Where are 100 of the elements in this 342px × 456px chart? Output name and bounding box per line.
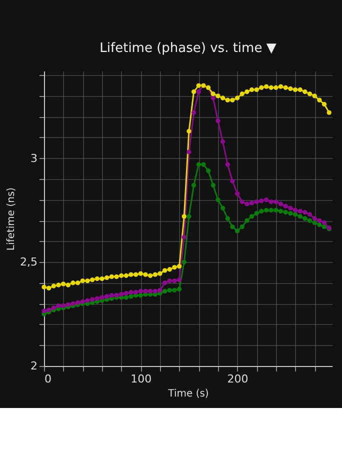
point: [152, 272, 158, 277]
point: [124, 295, 128, 300]
point: [268, 85, 274, 90]
point: [220, 206, 226, 210]
point: [264, 197, 269, 202]
point: [302, 210, 308, 215]
point: [42, 308, 46, 314]
point: [176, 286, 182, 292]
point: [56, 303, 61, 308]
point: [216, 118, 220, 124]
point: [90, 277, 95, 282]
point: [66, 282, 71, 288]
point: [307, 212, 312, 217]
y-tick-label: 2,5: [20, 256, 38, 269]
point: [274, 200, 278, 204]
point: [186, 150, 192, 154]
point: [322, 220, 327, 225]
point: [249, 214, 254, 219]
point: [138, 271, 143, 276]
point: [302, 216, 308, 221]
point: [230, 178, 235, 184]
point: [162, 268, 168, 273]
point: [216, 197, 220, 202]
point: [196, 83, 201, 88]
point: [210, 92, 216, 96]
point: [292, 208, 298, 213]
point: [283, 85, 288, 90]
point: [292, 212, 298, 217]
point: [158, 271, 162, 276]
point: [51, 305, 56, 310]
point: [94, 276, 100, 282]
point: [317, 218, 322, 223]
point: [278, 84, 284, 89]
y-tick-label: 3: [30, 152, 38, 165]
point: [46, 286, 52, 290]
point: [234, 228, 240, 234]
point: [225, 216, 230, 221]
point: [283, 204, 288, 208]
point: [191, 89, 196, 94]
point: [216, 94, 220, 98]
point: [225, 162, 230, 167]
point: [133, 272, 138, 277]
point: [94, 296, 100, 301]
point: [307, 218, 312, 223]
point: [152, 288, 158, 294]
point: [312, 94, 317, 98]
point: [176, 264, 182, 269]
point: [234, 191, 240, 196]
point: [114, 274, 119, 280]
point: [162, 288, 168, 294]
point: [268, 200, 274, 204]
point: [230, 224, 235, 230]
point: [109, 293, 114, 298]
point: [234, 96, 240, 100]
point: [158, 288, 162, 293]
y-tick-label: 2: [30, 360, 38, 372]
point: [312, 220, 317, 225]
point: [210, 182, 216, 188]
point: [104, 275, 110, 280]
point: [240, 200, 244, 204]
point: [254, 210, 259, 216]
point: [302, 89, 308, 94]
point: [42, 284, 46, 290]
point: [70, 280, 76, 286]
point: [90, 297, 95, 302]
point: [298, 214, 302, 219]
point: [118, 292, 124, 297]
point: [109, 274, 114, 280]
point: [172, 264, 177, 270]
point: [254, 87, 259, 92]
point: [60, 303, 66, 308]
point: [274, 85, 278, 90]
point: [298, 208, 302, 214]
point: [317, 98, 322, 102]
point: [240, 92, 244, 96]
point: [85, 298, 90, 303]
point: [264, 208, 269, 213]
point: [128, 272, 134, 277]
point: [100, 276, 104, 282]
point: [244, 89, 250, 94]
point: [254, 200, 259, 204]
point: [118, 273, 124, 278]
point: [167, 278, 172, 284]
point: [298, 87, 302, 92]
point: [186, 128, 192, 134]
point: [143, 272, 148, 277]
point: [249, 200, 254, 206]
point: [210, 96, 216, 100]
point: [274, 208, 278, 213]
point: [240, 224, 244, 230]
point: [225, 98, 230, 102]
point: [124, 290, 128, 296]
point: [244, 218, 250, 223]
point: [292, 87, 298, 92]
point: [230, 98, 235, 102]
point: [288, 86, 293, 91]
point: [75, 300, 80, 305]
chart-title: Lifetime (phase) vs. time ▼: [100, 41, 276, 56]
point: [182, 234, 186, 240]
point: [143, 288, 148, 294]
